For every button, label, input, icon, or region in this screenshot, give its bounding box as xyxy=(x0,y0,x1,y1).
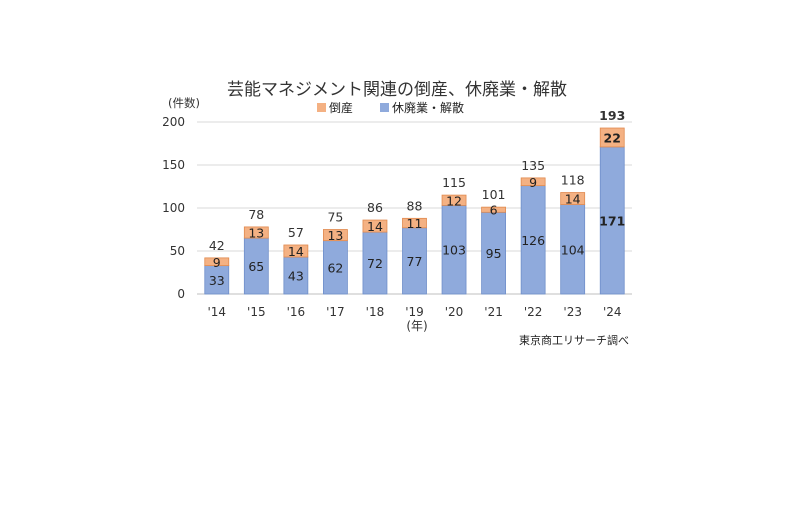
bar-closure xyxy=(402,227,427,295)
bar-bankruptcy xyxy=(362,219,388,233)
data-label-total: 118 xyxy=(561,173,585,188)
data-label-closure: 65 xyxy=(248,259,264,274)
bar-bankruptcy xyxy=(283,244,309,258)
data-label-bankruptcy: 9 xyxy=(529,175,537,190)
data-label-bankruptcy: 13 xyxy=(248,226,264,241)
bar-closure xyxy=(599,146,625,295)
data-label-bankruptcy: 14 xyxy=(367,219,383,234)
data-label-closure: 77 xyxy=(407,254,423,269)
data-label-total: 75 xyxy=(327,210,343,225)
data-label-bankruptcy: 14 xyxy=(565,192,581,207)
data-label-closure: 171 xyxy=(599,213,625,228)
data-label-total: 86 xyxy=(367,200,383,215)
bar-closure xyxy=(204,265,230,295)
gridlines xyxy=(197,121,632,295)
bar-closure xyxy=(323,240,348,295)
x-axis-unit-label: (年) xyxy=(406,319,427,333)
data-label-bankruptcy: 12 xyxy=(446,193,462,208)
x-axis-ticks: '14 '15 '16 '17 '18 '19 '20 '21 '22 '23 '24 xyxy=(207,305,621,319)
y-tick-label: 50 xyxy=(170,244,185,258)
data-label-closure: 62 xyxy=(327,260,343,275)
x-tick-label: '15 xyxy=(247,305,266,319)
bar-bankruptcy xyxy=(599,127,625,148)
data-label-total: 88 xyxy=(407,198,423,213)
legend: 倒産 休廃業・解散 xyxy=(317,100,464,115)
data-label-closure: 95 xyxy=(486,246,502,261)
data-label-total: 101 xyxy=(482,187,506,202)
y-tick-label: 100 xyxy=(162,201,185,215)
x-tick-label: '14 xyxy=(207,305,226,319)
legend-label-bankruptcy: 倒産 xyxy=(329,100,353,115)
bar-closure xyxy=(283,256,309,295)
bar-bankruptcy xyxy=(441,194,467,206)
x-tick-label: '21 xyxy=(484,305,503,319)
data-label-closure: 103 xyxy=(442,243,466,258)
y-tick-label: 150 xyxy=(162,158,185,172)
bar-closure xyxy=(520,185,546,295)
legend-label-closure: 休廃業・解散 xyxy=(392,100,464,115)
source-note: 東京商工リサーチ調べ xyxy=(519,333,629,347)
data-label-bankruptcy: 9 xyxy=(213,255,221,270)
data-label-bankruptcy: 13 xyxy=(327,228,343,243)
data-label-closure: 72 xyxy=(367,256,383,271)
x-tick-label: '17 xyxy=(326,305,345,319)
bar-bankruptcy xyxy=(402,217,427,229)
data-label-bankruptcy: 6 xyxy=(490,203,498,218)
x-tick-label: '16 xyxy=(287,305,306,319)
data-label-bankruptcy: 22 xyxy=(604,130,621,145)
bar-closure xyxy=(362,231,388,295)
bar-bankruptcy xyxy=(520,177,546,187)
bars: 33 9 42 65 13 78 43 14 57 62 13 75 72 14 86 77 11 88 103 12… xyxy=(204,108,625,295)
data-label-closure: 126 xyxy=(521,233,545,248)
bar-closure xyxy=(441,205,467,295)
x-tick-label: '23 xyxy=(563,305,582,319)
bar-bankruptcy xyxy=(243,226,269,239)
data-label-closure: 43 xyxy=(288,269,304,284)
legend-swatch-closure xyxy=(380,103,389,112)
x-tick-label: '18 xyxy=(366,305,385,319)
x-tick-label: '22 xyxy=(524,305,543,319)
x-tick-label: '24 xyxy=(603,305,622,319)
bar-bankruptcy xyxy=(323,229,348,242)
data-label-closure: 104 xyxy=(561,242,585,257)
legend-swatch-bankruptcy xyxy=(317,103,326,112)
y-tick-label: 200 xyxy=(162,115,185,129)
y-tick-label: 0 xyxy=(177,287,185,301)
data-label-total: 135 xyxy=(521,158,545,173)
x-tick-label: '19 xyxy=(405,305,424,319)
data-label-total: 57 xyxy=(288,225,304,240)
data-label-total: 42 xyxy=(209,238,225,253)
data-label-closure: 33 xyxy=(209,273,225,288)
x-tick-label: '20 xyxy=(445,305,464,319)
y-axis-ticks: 0 50 100 150 200 xyxy=(162,115,185,301)
data-label-bankruptcy: 14 xyxy=(288,244,304,259)
bar-bankruptcy xyxy=(560,192,586,205)
bar-closure xyxy=(243,237,269,295)
bar-bankruptcy xyxy=(481,206,506,213)
y-axis-unit-label: (件数) xyxy=(168,96,200,110)
data-label-total: 78 xyxy=(248,207,264,222)
bar-closure xyxy=(560,204,586,295)
bar-bankruptcy xyxy=(204,257,230,267)
chart-title: 芸能マネジメント関連の倒産、休廃業・解散 xyxy=(227,80,567,100)
data-label-bankruptcy: 11 xyxy=(407,216,423,231)
bar-closure xyxy=(481,211,506,295)
data-label-total: 115 xyxy=(442,175,466,190)
data-label-total: 193 xyxy=(599,108,625,123)
